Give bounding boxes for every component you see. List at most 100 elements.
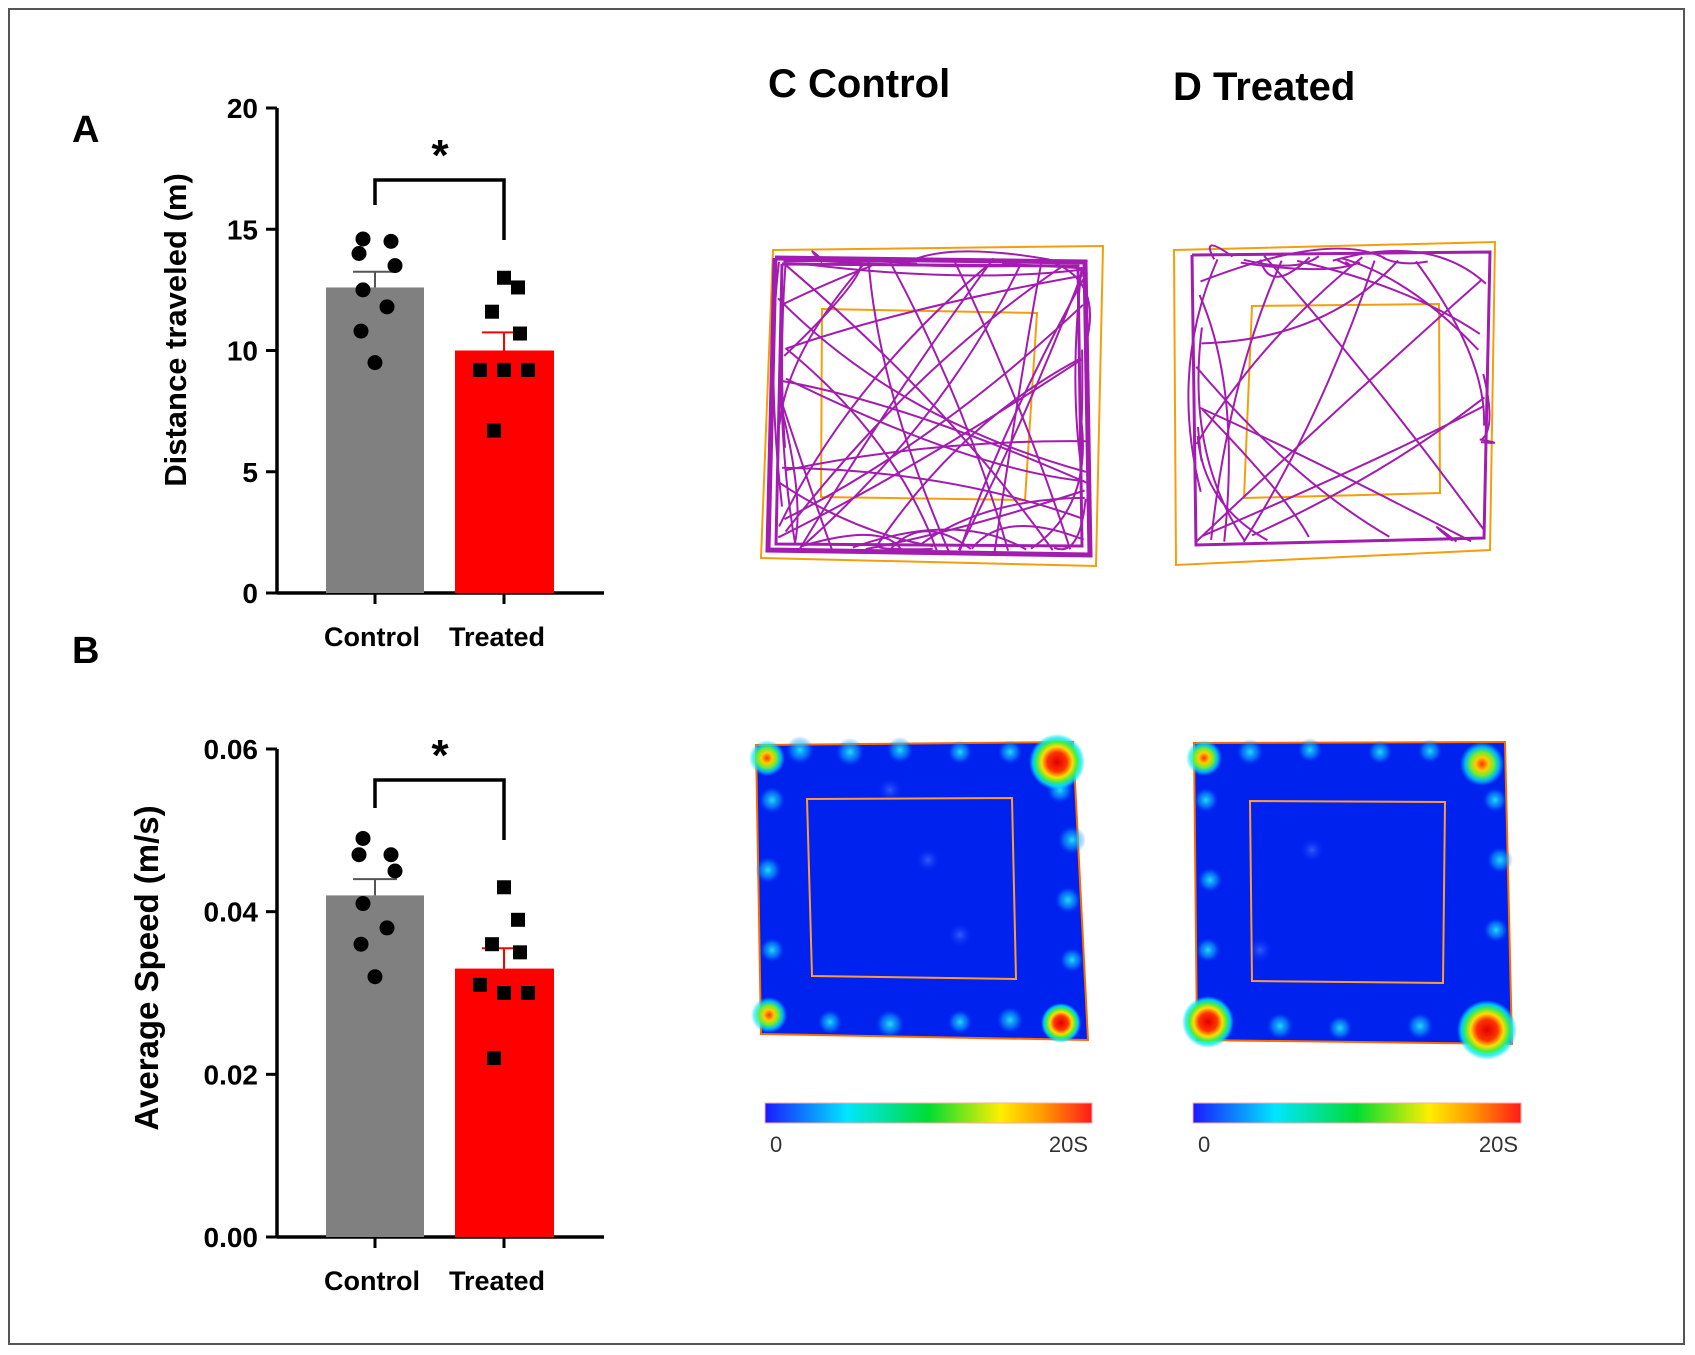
movement-path xyxy=(1079,349,1084,437)
movement-path xyxy=(1263,255,1485,530)
chart-b-point-treated xyxy=(485,937,499,952)
chart-a-point-treated xyxy=(511,280,525,295)
chart-b-point-treated xyxy=(487,1051,501,1066)
movement-path xyxy=(889,261,1010,551)
movement-path xyxy=(852,528,1027,551)
chart-a-significance-star: * xyxy=(431,131,449,180)
movement-path xyxy=(779,292,797,546)
movement-path xyxy=(811,250,826,264)
chart-a-point-control xyxy=(353,323,369,339)
chart-b-point-control xyxy=(383,847,399,863)
movement-path xyxy=(1198,294,1230,542)
chart-a-point-treated xyxy=(513,326,527,341)
chart-a-point-control xyxy=(367,355,383,371)
movement-path xyxy=(1201,259,1399,345)
movement-path xyxy=(784,440,1088,472)
movement-path xyxy=(1200,247,1386,283)
chart-a-ytick-label: 10 xyxy=(227,336,258,367)
movement-path xyxy=(1296,259,1481,335)
chart-a-ytick-label: 0 xyxy=(242,578,258,609)
arena-outer-control xyxy=(759,244,1105,568)
movement-path xyxy=(797,257,995,553)
movement-path xyxy=(1435,526,1458,543)
heatmap-control-inner-zone xyxy=(805,796,1018,981)
colorbar-control: 0 20S xyxy=(764,1102,1093,1157)
chart-a-point-treated xyxy=(485,304,499,319)
movement-path xyxy=(772,261,784,507)
chart-a-significance-bracket xyxy=(373,178,506,240)
chart-a-ylabel: Distance traveled (m) xyxy=(158,173,193,487)
movement-path xyxy=(1045,258,1092,337)
chart-b-ytick-label: 0.00 xyxy=(204,1222,259,1253)
movement-path xyxy=(784,264,1065,533)
chart-b-point-control xyxy=(351,847,367,863)
movement-path xyxy=(778,394,834,552)
movement-path xyxy=(1332,249,1487,285)
chart-a-point-control xyxy=(355,231,371,247)
movement-path xyxy=(783,304,1084,521)
figure-frame xyxy=(8,8,1685,1345)
chart-b-xlabel-control: Control xyxy=(324,1266,420,1296)
movement-path xyxy=(1382,256,1428,265)
movement-path xyxy=(803,262,1084,277)
panel-b: B Average Speed (m/s) 0.00 0.02 0.04 0.06 C… xyxy=(72,630,604,1296)
panel-b-letter: B xyxy=(72,630,99,672)
movement-path xyxy=(785,264,1054,551)
movement-path xyxy=(778,399,799,545)
chart-b-point-control xyxy=(355,896,371,912)
colorbar-treated: 0 20S xyxy=(1192,1102,1522,1157)
chart-b-point-control xyxy=(353,936,369,952)
colorbar-treated-min: 0 xyxy=(1198,1132,1210,1157)
movement-path xyxy=(1195,256,1363,445)
chart-b-point-control xyxy=(367,969,383,985)
movement-path xyxy=(890,530,972,550)
movement-track-treated xyxy=(1187,244,1496,547)
chart-b-point-control xyxy=(355,830,371,846)
panel-a-letter: A xyxy=(72,109,99,151)
chart-b-ytick-label: 0.04 xyxy=(204,897,259,928)
movement-path xyxy=(958,272,1088,551)
movement-path xyxy=(778,264,989,527)
chart-b-bar-control xyxy=(326,895,424,1237)
chart-a-point-treated xyxy=(521,362,535,377)
movement-path xyxy=(1259,256,1311,278)
heatmap-control xyxy=(749,734,1090,1043)
chart-b-xlabel-treated: Treated xyxy=(449,1266,545,1296)
movement-path xyxy=(782,466,1084,520)
chart-a-point-control xyxy=(351,246,367,261)
chart-b-point-treated xyxy=(497,880,511,895)
chart-a-bar-control xyxy=(326,287,424,593)
movement-path xyxy=(1074,266,1083,471)
movement-path xyxy=(785,377,1085,483)
heatmap-treated-inner-zone xyxy=(1248,799,1447,985)
chart-b-ylabel: Average Speed (m/s) xyxy=(128,805,165,1130)
panel-d-title: D Treated xyxy=(1173,65,1355,109)
chart-b-point-treated xyxy=(511,912,525,927)
arena-inner-treated xyxy=(1242,302,1442,500)
movement-path xyxy=(777,297,1087,473)
movement-path xyxy=(1210,260,1283,541)
movement-path xyxy=(1201,408,1310,538)
chart-a-point-treated xyxy=(497,270,511,285)
heatmap-control-spots xyxy=(749,734,1086,1043)
colorbar-treated-max: 20S xyxy=(1479,1132,1518,1157)
panel-a: A Distance traveled (m) 0 5 10 15 20 Control… xyxy=(72,93,604,652)
colorbar-control-max: 20S xyxy=(1049,1132,1088,1157)
chart-a-xlabel-treated: Treated xyxy=(449,622,545,652)
chart-a-ytick-label: 15 xyxy=(227,214,258,245)
movement-path xyxy=(1480,373,1491,441)
movement-path xyxy=(1202,405,1485,537)
chart-b-bar-treated xyxy=(455,968,554,1237)
chart-b-point-treated xyxy=(473,977,487,992)
arena-outer-treated xyxy=(1172,240,1497,567)
movement-path xyxy=(905,250,1050,265)
movement-path xyxy=(1208,244,1234,260)
movement-path xyxy=(801,263,1022,548)
heatmap-treated-spots xyxy=(1182,738,1517,1060)
chart-a-ytick-label: 20 xyxy=(227,93,258,124)
chart-b-ytick-label: 0.02 xyxy=(204,1059,259,1090)
movement-path xyxy=(785,274,1083,350)
chart-a-point-control xyxy=(387,258,403,274)
movement-path xyxy=(1198,406,1472,543)
movement-path xyxy=(1479,438,1496,444)
